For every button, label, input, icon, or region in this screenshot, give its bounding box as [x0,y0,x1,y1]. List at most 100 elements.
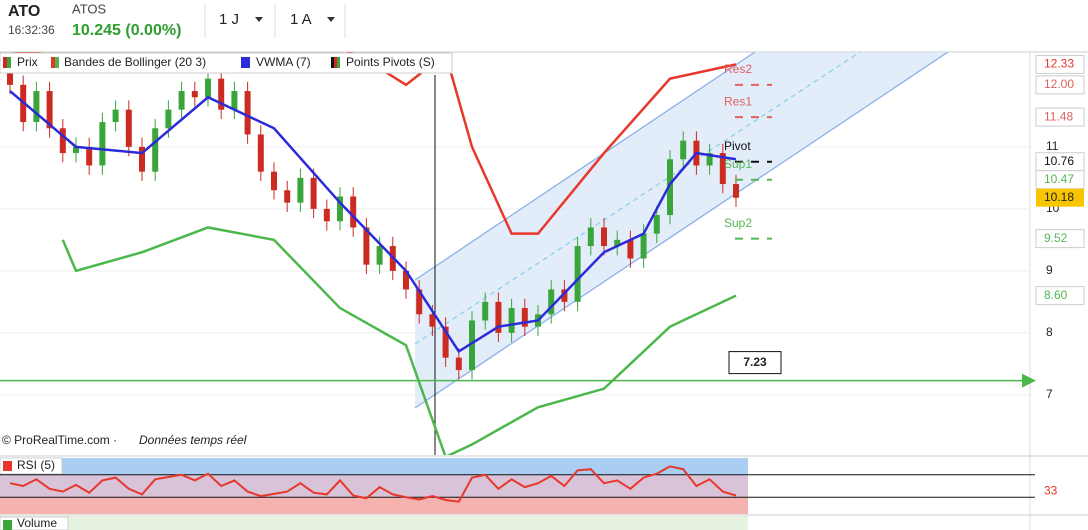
candle-body [297,177,304,203]
last-price: 10.18 [1044,190,1074,204]
candle-body [46,91,53,129]
candle-body [403,270,409,290]
axis-label-box [1035,107,1085,127]
candle-body [601,227,607,247]
candle-body [363,227,370,265]
candle-body [508,308,515,333]
y-tick-label: 8 [1046,325,1053,339]
price-line-arrow [1022,373,1036,388]
pivot-label: Pivot [724,139,751,153]
candle-body [521,308,528,327]
caret [255,17,263,22]
candle-body [284,190,291,203]
legend-label[interactable]: Bandes de Bollinger (20 3) [64,55,206,69]
candle-body [482,301,489,321]
legend-icon [55,57,59,68]
candle-body [152,128,159,172]
candle-body [495,301,502,333]
candle-body [587,227,594,247]
credit: © ProRealTime.com · [2,433,117,447]
range[interactable]: 1 A [290,11,312,28]
legend-icon [3,57,7,68]
volume-title[interactable]: Volume [17,516,57,530]
legend-label[interactable]: Prix [17,55,38,69]
candle-body [218,78,225,110]
candle-body [627,239,634,259]
candle-body [59,128,66,154]
pivot-label: Res1 [724,94,752,108]
axis-label: 10.76 [1044,154,1074,168]
candle-body [640,233,647,259]
candle-body [416,289,423,315]
candle-body [455,357,462,371]
rsi-line [9,465,737,503]
last-price-box [1036,188,1084,207]
pivot-label: Sup2 [724,216,752,230]
indicator-line [61,226,737,455]
y-tick-label: 9 [1046,263,1053,277]
legend-icon [7,57,11,68]
volume-title-box [0,516,69,530]
candle-body [719,153,726,185]
legend-icon [3,461,12,471]
candle-body [178,91,185,110]
credit-note: Données temps réel [139,433,247,447]
rsi-zone-low [0,497,748,514]
header-bg [0,0,1088,52]
candle-body [706,153,713,166]
candle-body [112,109,119,123]
range-dropdown[interactable]: 1 A [290,11,335,28]
candle-body [271,171,277,191]
candle-body [429,314,436,327]
candle-body [99,122,106,166]
legend-label[interactable]: Points Pivots (S) [346,55,435,69]
candle-body [548,289,555,315]
time: 16:32:36 [8,23,55,37]
channel-line [414,52,949,409]
axis-label: 10.47 [1044,172,1074,186]
candle-body [323,208,330,222]
axis-label: 11.48 [1044,109,1073,123]
price-line-label-box [728,351,782,375]
axis-label: 12.33 [1044,57,1074,71]
legend-label[interactable]: VWMA (7) [256,55,311,69]
rsi-last-value: 33 [1044,484,1058,498]
legend-icon [331,57,334,68]
candle-body [205,78,211,98]
candle-body [337,196,343,222]
axis-label: 8.60 [1044,288,1068,302]
candle-body [257,134,264,172]
candle-body [310,177,317,209]
indicator-line [9,52,737,235]
candle-body [653,215,660,234]
pivot-label: Sup1 [724,157,752,171]
interval[interactable]: 1 J [219,11,239,28]
rsi-title[interactable]: RSI (5) [17,458,55,472]
price: 10.245 (0.00%) [72,22,181,39]
candle-body [125,109,132,147]
candle-body [614,239,621,247]
candle-body [733,184,739,198]
candle-body [469,320,475,371]
symbol: ATO [8,3,40,20]
axis-label: 12.00 [1044,77,1074,91]
candle-body [350,196,357,228]
candle-body [165,109,172,129]
channel-line [414,52,756,281]
indicator-line [9,90,737,354]
y-tick-label: 11 [1046,139,1059,153]
candle-body [574,246,581,302]
channel-mid [414,52,861,345]
candle-body [231,91,238,110]
legend-icon [3,520,12,530]
rsi-title-box [0,457,63,475]
y-tick-label: 7 [1046,387,1053,401]
axis-label-box [1035,286,1085,306]
interval-dropdown[interactable]: 1 J [219,11,263,28]
candle-body [680,140,687,160]
candle-body [561,289,568,302]
legend-icon [241,57,250,68]
axis-label: 9.52 [1044,231,1068,245]
